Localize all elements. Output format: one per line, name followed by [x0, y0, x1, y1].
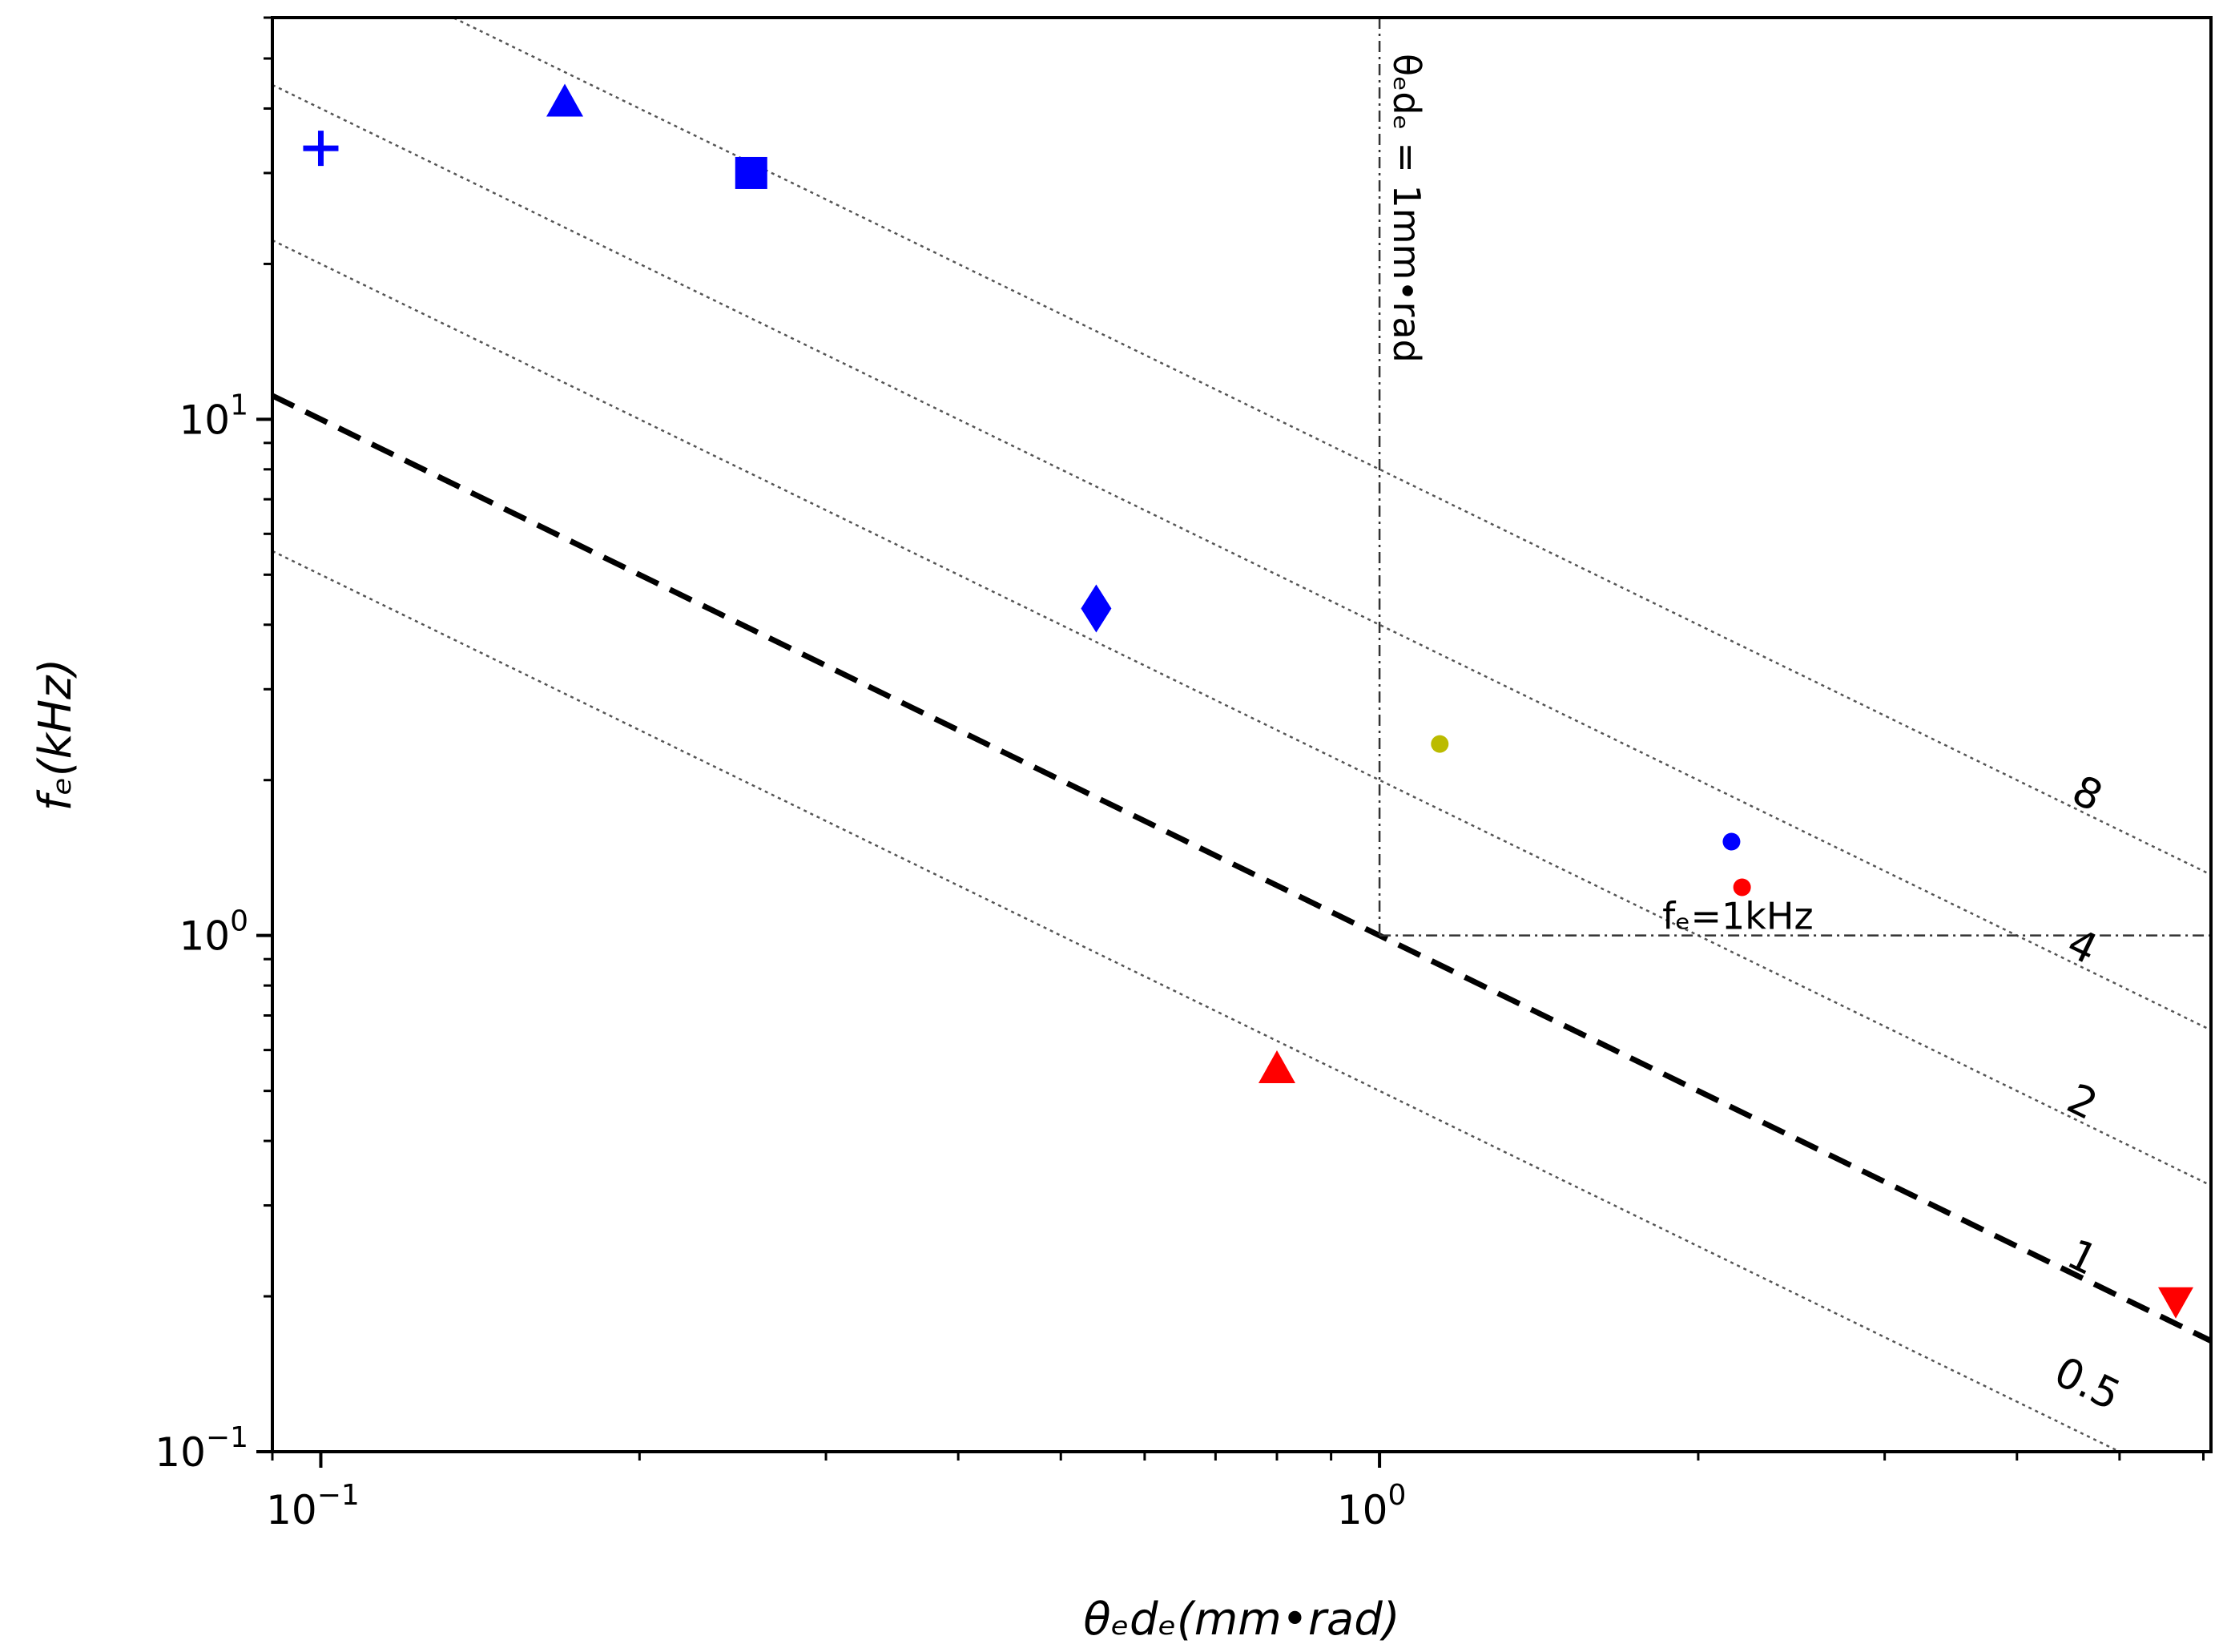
x-tick-label: 10−1 — [266, 1479, 360, 1533]
point-diamond-4 — [1081, 584, 1112, 633]
point-circle-5 — [1431, 735, 1449, 753]
x-tick-label: 100 — [1337, 1479, 1407, 1533]
contour-label-4: 4 — [2060, 920, 2104, 974]
contour-lines — [272, 18, 2211, 1452]
contour-label-8: 8 — [2064, 767, 2109, 821]
plot-frame — [271, 16, 2213, 1453]
y-tick-label: 10−1 — [155, 1421, 248, 1476]
data-points — [303, 83, 2194, 1319]
y-tick-label: 100 — [179, 905, 248, 960]
vertical-reference-label: θₑdₑ = 1mm•rad — [1385, 54, 1428, 363]
contour-label-2: 2 — [2060, 1075, 2104, 1130]
contour-line-4 — [272, 83, 2211, 1031]
x-axis-ticks: 10−1 100 — [266, 1452, 2205, 1533]
point-square-3 — [735, 156, 767, 189]
contour-line-0.5 — [272, 550, 2122, 1452]
point-triangle-down-9 — [2158, 1287, 2194, 1319]
y-axis-label: fₑ(kHz) — [30, 659, 82, 812]
reference-lines: θₑdₑ = 1mm•rad fₑ=1kHz — [1378, 18, 2211, 938]
y-tick-label: 101 — [179, 389, 248, 443]
point-triangle-up-2 — [546, 83, 584, 117]
contour-label-0.5: 0.5 — [2047, 1348, 2128, 1420]
contour-line-1 — [272, 393, 2211, 1344]
point-plus-1 — [303, 131, 339, 167]
contour-line-2 — [272, 239, 2211, 1187]
y-axis-ticks: 10−1 100 101 — [155, 16, 272, 1476]
contour-label-1: 1 — [2060, 1231, 2104, 1285]
contour-line-8 — [450, 18, 2211, 876]
point-triangle-up-8 — [1258, 1050, 1296, 1083]
horizontal-reference-label: fₑ=1kHz — [1662, 895, 1814, 938]
point-circle-6 — [1722, 832, 1741, 851]
point-circle-7 — [1733, 878, 1751, 897]
x-axis-label: θₑdₑ(mm•rad) — [1083, 1594, 1399, 1646]
contour-labels: 0.5 1 2 4 8 — [2047, 767, 2128, 1420]
